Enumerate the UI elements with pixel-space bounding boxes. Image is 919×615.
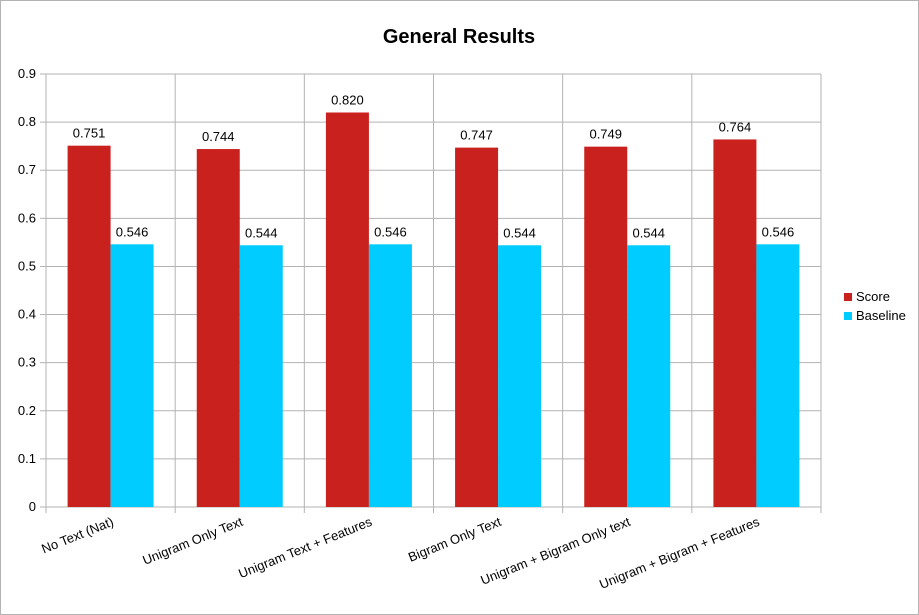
y-tick-label: 0.3: [18, 355, 36, 370]
bar-score: [67, 145, 111, 508]
bar-score: [325, 112, 369, 507]
data-label-score: 0.747: [460, 128, 493, 143]
bar-score: [196, 149, 240, 507]
data-label-baseline: 0.544: [632, 225, 665, 240]
bars: [67, 112, 800, 508]
legend-swatch-score: [844, 293, 852, 301]
y-tick-label: 0.5: [18, 258, 36, 273]
y-tick-label: 0.7: [18, 162, 36, 177]
y-tick-label: 0: [29, 499, 36, 514]
y-tick-label: 0.4: [18, 307, 36, 322]
bar-score: [455, 147, 499, 508]
data-label-baseline: 0.544: [503, 225, 536, 240]
y-tick-label: 0.8: [18, 114, 36, 129]
bar-baseline: [627, 245, 671, 507]
data-label-score: 0.751: [73, 126, 106, 141]
data-label-score: 0.820: [331, 92, 364, 107]
bar-score: [584, 146, 628, 508]
gridlines: [40, 73, 822, 513]
data-label-baseline: 0.546: [762, 224, 795, 239]
bar-baseline: [368, 244, 412, 507]
legend: Score Baseline: [844, 289, 906, 323]
y-tick-label: 0.1: [18, 451, 36, 466]
bar-baseline: [498, 245, 542, 507]
legend-label-baseline: Baseline: [856, 308, 906, 323]
x-category-label: No Text (Nat): [39, 514, 115, 557]
x-category-label: Unigram Only Text: [140, 514, 245, 568]
y-tick-label: 0.6: [18, 210, 36, 225]
data-label-score: 0.749: [589, 127, 622, 142]
legend-swatch-baseline: [844, 312, 852, 320]
x-category-label: Bigram Only Text: [406, 514, 504, 565]
chart-title: General Results: [383, 26, 535, 48]
y-tick-label: 0.2: [18, 403, 36, 418]
data-label-baseline: 0.544: [245, 225, 278, 240]
bar-score: [713, 139, 757, 508]
bar-baseline: [756, 244, 800, 507]
data-label-score: 0.764: [719, 119, 752, 134]
x-category-label: Unigram Text + Features: [236, 514, 374, 581]
y-axis-ticks: 0 0.1 0.2 0.3 0.4 0.5 0.6 0.7 0.8 0.9: [18, 66, 36, 514]
data-label-baseline: 0.546: [374, 224, 407, 239]
legend-label-score: Score: [856, 289, 890, 304]
data-label-baseline: 0.546: [116, 224, 149, 239]
y-tick-label: 0.9: [18, 66, 36, 81]
data-labels: 0.751 0.744 0.820 0.747 0.749 0.764 0.546 0.544…: [73, 92, 794, 240]
data-label-score: 0.744: [202, 129, 235, 144]
bar-baseline: [239, 245, 283, 507]
bar-baseline: [110, 244, 154, 507]
